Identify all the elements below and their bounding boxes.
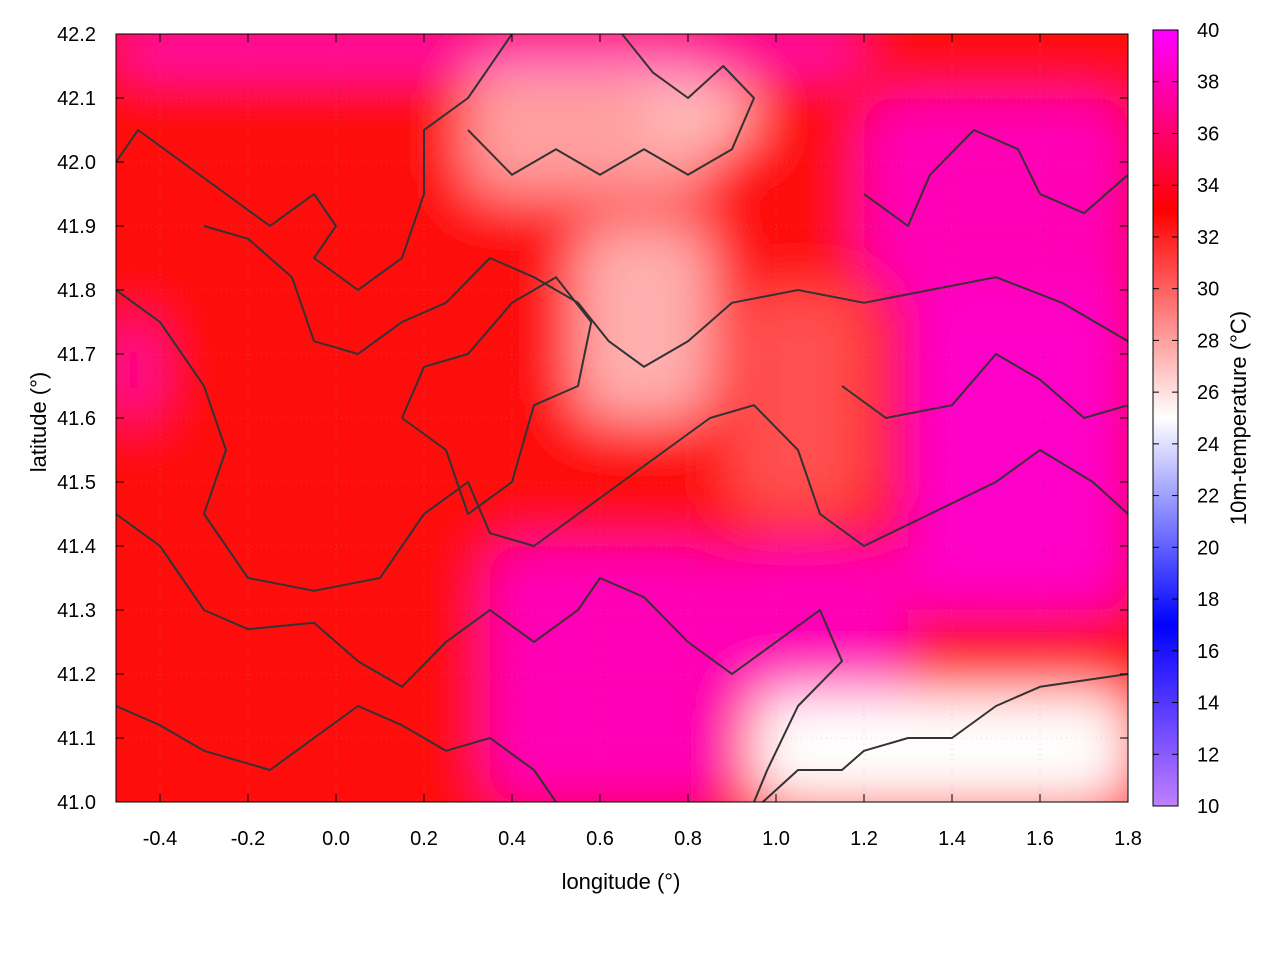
contour-line [762,673,1128,802]
y-axis-label: latitude (°) [26,372,51,473]
heatmap-region-pale-center [578,226,710,418]
contour-layer [116,34,1128,802]
contour-line [467,34,755,176]
y-tick-label: 41.6 [57,408,96,430]
y-tick-label: 41.3 [57,600,96,622]
colorbar-tick-label: 12 [1197,744,1219,766]
contour-line [203,225,1128,368]
y-tick-label: 41.4 [57,536,96,558]
heatmap-region-coast-hot-2 [732,546,908,706]
heatmap-region-mid-east [732,290,864,514]
x-tick-label: 0.6 [586,828,614,850]
heatmap-region-sea [754,693,1128,802]
x-tick-label: -0.2 [231,828,265,850]
colorbar-tick-label: 14 [1197,693,1219,715]
y-tick-label: 42.2 [57,24,96,46]
y-tick-label: 41.7 [57,344,96,366]
contour-line [841,353,1128,419]
colorbar-tick-label: 20 [1197,537,1219,559]
x-tick-label: 0.2 [410,828,438,850]
colorbar-tick-label: 22 [1197,486,1219,508]
colorbar-gradient [1152,29,1179,807]
colorbar-tick-label: 16 [1197,641,1219,663]
contour-line [116,289,1128,592]
contour-line [116,705,557,802]
colorbar: 10 12 14 16 18 20 22 24 26 28 30 32 34 36 38 40 [1152,20,1219,818]
y-tick-label: 42.1 [57,88,96,110]
y-tick-label: 41.5 [57,472,96,494]
heatmap-region-northeast-hot [864,98,1128,290]
y-tick-label: 41.0 [57,792,96,814]
y-tick-label: 41.8 [57,280,96,302]
colorbar-tick-label: 28 [1197,330,1219,352]
heatmap-region-north-strip-hot [116,34,864,66]
colorbar-tick-label: 26 [1197,382,1219,404]
y-ticks: 41.0 41.1 41.2 41.3 41.4 41.5 41.6 41.7 41.8 41.9… [57,24,1128,814]
y-tick-label: 41.9 [57,216,96,238]
x-tick-label: -0.4 [143,828,177,850]
contour-line [401,276,593,515]
colorbar-tick-label: 24 [1197,434,1219,456]
x-tick-label: 1.4 [938,828,966,850]
colorbar-tick-label: 18 [1197,589,1219,611]
x-tick-label: 0.4 [498,828,526,850]
contour-line [116,513,843,802]
contour-line [116,34,513,291]
colorbar-tick-label: 36 [1197,123,1219,145]
contour-line [863,129,1128,227]
plot-area: -0.4 -0.2 0.0 0.2 0.4 0.6 0.8 1.0 1.2 1.4 1.6 1.8 4… [57,24,1142,850]
heatmap-region-pale-northeast [644,85,754,143]
colorbar-tick-label: 38 [1197,72,1219,94]
colorbar-tick-label: 34 [1197,175,1219,197]
x-tick-label: 1.6 [1026,828,1054,850]
x-ticks: -0.4 -0.2 0.0 0.2 0.4 0.6 0.8 1.0 1.2 1.4 1.6 1.8 [143,34,1142,850]
x-tick-label: 0.8 [674,828,702,850]
colorbar-tick-label: 40 [1197,20,1219,42]
colorbar-tick-label: 10 [1197,796,1219,818]
colorbar-tick-label: 30 [1197,279,1219,301]
y-tick-label: 41.2 [57,664,96,686]
heatmap-layer [116,34,1128,802]
x-tick-label: 1.8 [1114,828,1142,850]
y-tick-label: 41.1 [57,728,96,750]
colorbar-ticks: 10 12 14 16 18 20 22 24 26 28 30 32 34 36 38 40 [1153,20,1219,818]
y-tick-label: 42.0 [57,152,96,174]
colorbar-tick-label: 32 [1197,227,1219,249]
x-tick-label: 0.0 [322,828,350,850]
colorbar-label: 10m-temperature (°C) [1226,311,1251,525]
heatmap-region-west-edge [116,322,152,418]
x-tick-label: 1.0 [762,828,790,850]
x-axis-label: longitude (°) [562,869,681,894]
x-tick-label: 1.2 [850,828,878,850]
